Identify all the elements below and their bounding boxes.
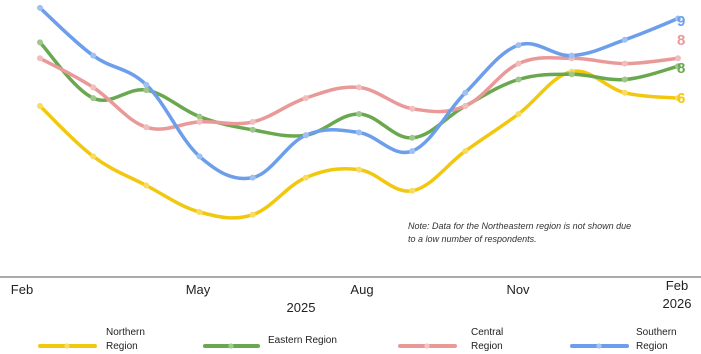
data-point	[515, 60, 522, 67]
legend-label: Region	[106, 341, 138, 352]
x-tick-label: Aug	[350, 282, 373, 297]
legend-marker-central	[424, 343, 430, 349]
x-tick-label: May	[186, 282, 211, 297]
legend-label: Region	[471, 341, 503, 352]
legend-label: Region	[636, 341, 668, 352]
data-point	[409, 105, 416, 112]
data-point	[621, 76, 628, 83]
data-point	[37, 103, 43, 109]
chart-note: Note: Data for the Northeastern region i…	[408, 221, 631, 244]
data-point	[515, 111, 522, 117]
data-point	[196, 153, 203, 160]
data-point	[37, 55, 43, 62]
end-label-southern: 9	[677, 13, 685, 30]
series-lines	[37, 4, 681, 220]
data-point	[249, 211, 256, 218]
data-point	[675, 95, 681, 102]
data-point	[356, 111, 362, 117]
legend-label: Eastern Region	[268, 335, 337, 346]
data-point	[409, 148, 416, 155]
data-point	[409, 134, 416, 141]
legend: Northern Region Eastern Region Central R…	[38, 327, 677, 352]
data-point	[356, 166, 362, 173]
data-point	[249, 174, 256, 181]
data-point	[196, 209, 203, 215]
data-point	[568, 71, 575, 78]
data-point	[462, 103, 469, 109]
data-point	[621, 89, 628, 96]
legend-item-central: Central Region	[398, 327, 503, 352]
note-line-2: to a low number of respondents.	[408, 234, 537, 244]
data-point	[196, 113, 203, 120]
legend-item-northern: Northern Region	[38, 327, 145, 352]
legend-item-southern: Southern Region	[570, 327, 677, 352]
data-point	[409, 187, 416, 194]
data-point	[90, 153, 97, 160]
data-point	[37, 39, 43, 46]
data-point	[90, 52, 97, 59]
legend-label: Northern	[106, 327, 145, 338]
data-point	[249, 118, 256, 125]
year-label: 2026	[663, 296, 692, 311]
end-label-eastern: 8	[677, 60, 685, 77]
data-point	[568, 52, 575, 59]
data-point	[196, 118, 203, 125]
data-point	[302, 95, 309, 102]
end-label-central: 8	[677, 32, 685, 49]
data-point	[143, 124, 150, 131]
series-line-2	[38, 55, 680, 131]
data-point	[675, 55, 681, 62]
data-point	[462, 89, 469, 96]
data-point	[515, 76, 522, 83]
x-tick-label: Nov	[506, 282, 530, 297]
data-point	[37, 4, 43, 11]
data-point	[621, 60, 628, 67]
data-point	[356, 129, 362, 136]
year-label: 2025	[287, 300, 316, 315]
legend-marker-southern	[596, 343, 602, 349]
data-point	[621, 36, 628, 43]
x-tick-label: Feb	[11, 282, 33, 297]
series-line-0	[38, 69, 680, 220]
series-end-labels: 6 8 8 9	[677, 13, 685, 107]
data-point	[515, 42, 522, 49]
legend-label: Southern	[636, 327, 677, 338]
end-label-northern: 6	[677, 90, 685, 107]
data-point	[356, 84, 362, 91]
data-point	[90, 84, 97, 91]
legend-marker-northern	[64, 343, 70, 349]
data-point	[143, 81, 150, 88]
data-point	[675, 63, 681, 70]
series-line-3	[38, 6, 680, 181]
x-tick-label: Feb	[666, 278, 688, 293]
data-point	[302, 174, 309, 181]
data-point	[462, 148, 469, 155]
legend-item-eastern: Eastern Region	[203, 335, 337, 349]
x-axis-ticks: Feb May Aug Nov Feb 2025 2026	[11, 278, 692, 315]
data-point	[90, 95, 97, 102]
data-point	[143, 87, 150, 94]
data-point	[302, 132, 309, 139]
data-point	[675, 15, 681, 22]
note-line-1: Note: Data for the Northeastern region i…	[408, 221, 631, 231]
data-point	[143, 182, 150, 189]
data-point	[249, 126, 256, 133]
legend-label: Central	[471, 327, 503, 338]
legend-marker-eastern	[228, 343, 234, 349]
